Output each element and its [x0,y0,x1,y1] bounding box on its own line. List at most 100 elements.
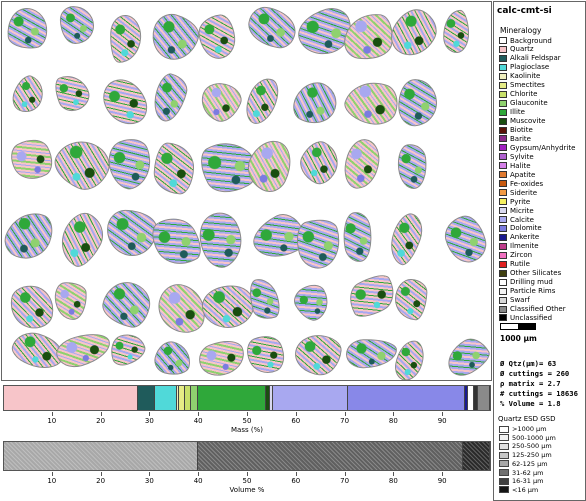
legend-item: Apatite [499,170,535,179]
axis-tick [100,412,102,416]
mass-composition-bar [3,385,491,411]
legend-swatch [499,305,507,313]
legend-swatch [499,296,507,304]
particle-image [47,132,117,197]
legend-swatch [499,171,507,179]
gsd-legend-item: 500-1000 µm [499,434,556,442]
legend-label: Fe-oxides [510,179,544,188]
stat-qtz-diameter: Ø Qtz(µm)= 63 [500,359,557,368]
axis-tick-label: 10 [47,477,57,485]
particle-image [108,14,143,64]
legend-label: Micrite [510,206,534,215]
legend-label: Siderite [510,188,538,197]
legend-swatch [499,108,507,116]
legend-swatch [499,224,507,232]
particle-image [392,338,427,380]
gsd-legend-item: 31-62 µm [499,469,543,477]
gsd-label: 250-500 µm [512,442,552,451]
axis-tick-label: 40 [193,477,203,485]
axis-tick [100,472,102,476]
gsd-label: 125-250 µm [512,451,552,460]
legend-swatch [499,278,507,286]
particle-image [241,329,291,380]
bar-segment [176,386,179,410]
particle-image [149,70,191,126]
gsd-swatch [499,451,509,459]
particle-image [2,204,59,267]
axis-tick-label: 10 [47,417,57,425]
legend-item: Sylvite [499,152,534,161]
legend-swatch [499,126,507,134]
legend-label: Swarf [510,296,530,305]
particle-image [106,209,158,257]
legend-item: Particle Rims [499,287,555,296]
legend-label: Unclassified [510,313,553,322]
particle-image [145,208,208,275]
legend-label: Classified Other [510,305,566,313]
stat-matrix-density: ρ matrix = 2.7 [500,379,561,388]
particle-image [340,73,404,132]
particle-image [4,6,50,51]
legend-item: Plagioclase [499,63,549,72]
legend-item: Biotite [499,126,533,135]
axis-tick [393,472,395,476]
bar-segment [4,442,199,470]
bar-segment [191,386,199,410]
legend-label: Plagioclase [510,63,550,72]
legend-label: Dolomite [510,224,542,233]
particle-image [146,9,204,66]
particle-image [342,268,402,324]
gsd-legend-item: 125-250 µm [499,451,552,459]
legend-label: Background [510,36,552,45]
axis-tick [51,472,53,476]
legend-swatch [499,242,507,250]
gsd-swatch [499,469,509,476]
legend-swatch [499,189,507,197]
axis-tick-label: 50 [242,477,252,485]
particle-image [50,69,94,116]
particle-image [98,277,155,331]
legend-swatch [499,135,507,143]
particle-image [4,131,60,188]
legend-label: Biotite [510,126,533,134]
gsd-legend-item: 16-31 µm [499,477,543,485]
legend-label: Zircon [510,251,533,260]
legend-label: Quartz [510,45,534,54]
legend-swatch [499,153,507,161]
particle-image [384,209,428,269]
axis-tick-label: 30 [144,417,154,425]
particle-image [151,338,195,379]
mineralogy-legend-title: Mineralogy [500,26,542,35]
legend-item: Quartz [499,45,534,54]
legend-item: Gypsum/Anhydrite [499,143,575,152]
particle-image [396,77,439,128]
legend-item: Calcite [499,215,534,224]
legend-label: Illite [510,108,525,117]
legend-swatch [499,72,507,80]
particle-image [442,9,470,54]
legend-swatch [499,162,507,170]
legend-label: Barite [510,134,531,143]
axis-tick [149,472,151,476]
axis-tick [393,412,395,416]
axis-tick [344,412,346,416]
particle-image [440,332,491,380]
legend-label: Ilmenite [510,242,539,251]
legend-label: Muscovite [510,117,546,126]
bar-segment [272,386,348,410]
axis-tick-label: 90 [437,477,447,485]
axis-tick-label: 30 [144,477,154,485]
legend-item: Smectites [499,81,545,90]
axis-tick-label: 60 [291,477,301,485]
particle-image [393,278,429,321]
legend-label: Particle Rims [510,287,556,296]
axis-tick [442,472,444,476]
legend-item: Chlorite [499,90,537,99]
bar-segment [270,386,273,410]
gsd-label: 62-125 µm [512,459,548,468]
axis-tick-label: 70 [340,477,350,485]
bar-segment [137,386,155,410]
legend-item: Micrite [499,206,534,215]
particle-image [199,281,257,332]
